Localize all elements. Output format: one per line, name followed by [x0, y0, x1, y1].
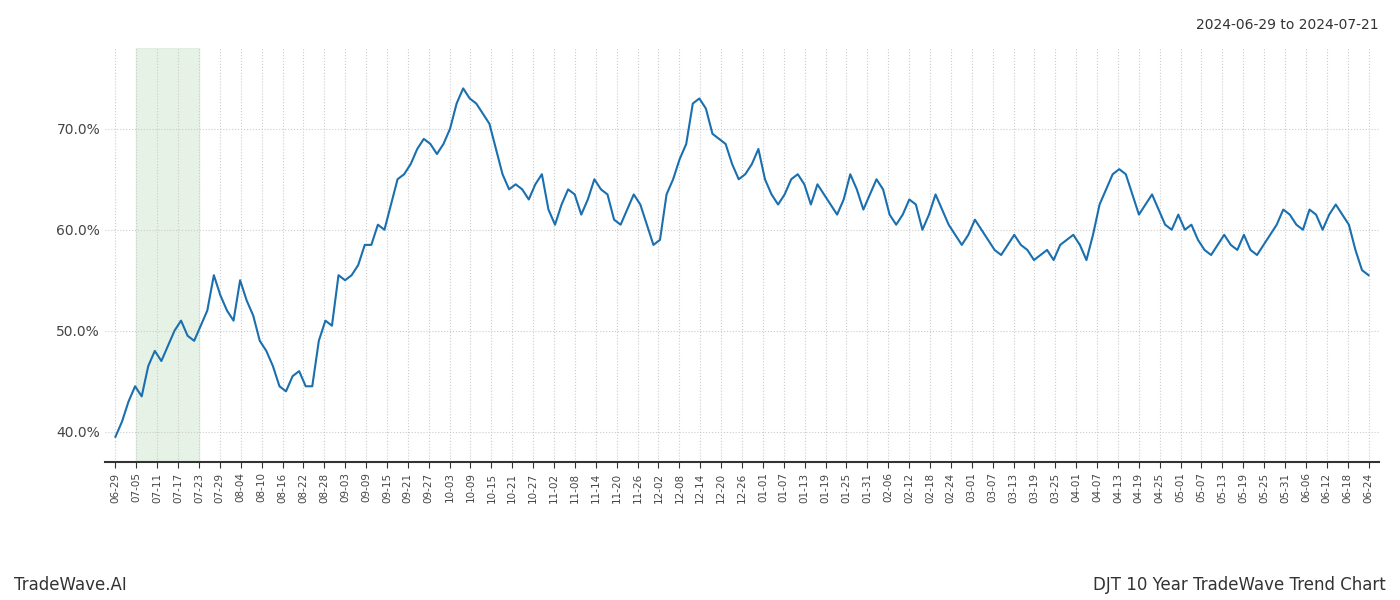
- Text: TradeWave.AI: TradeWave.AI: [14, 576, 127, 594]
- Bar: [136, 48, 199, 462]
- Text: 2024-06-29 to 2024-07-21: 2024-06-29 to 2024-07-21: [1197, 18, 1379, 32]
- Text: DJT 10 Year TradeWave Trend Chart: DJT 10 Year TradeWave Trend Chart: [1093, 576, 1386, 594]
